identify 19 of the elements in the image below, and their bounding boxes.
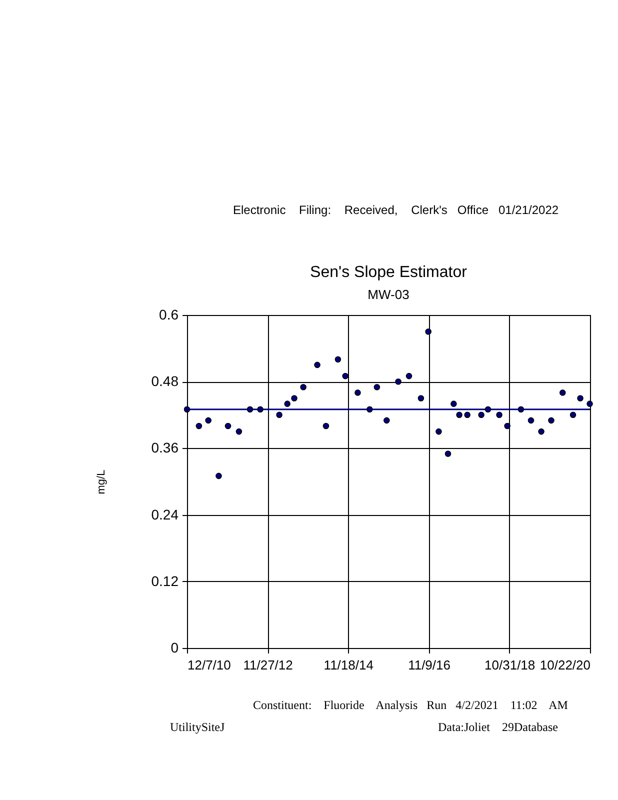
x-tick-label: 10/31/18 — [484, 658, 536, 672]
x-tick-label: 10/22/20 — [540, 658, 590, 672]
y-tick-label: 0.6 — [159, 306, 179, 322]
text: Data:Joliet 29Database — [438, 720, 558, 735]
chart-title: Sen's Slope Estimator — [310, 264, 468, 281]
x-tick-label: 12/7/10 — [188, 658, 231, 672]
text: Constituent: Fluoride Analysis Run 4/2/2021 11:02 AM — [253, 698, 568, 713]
x-tick-label: 11/27/12 — [243, 658, 293, 672]
y-tick-label: 0.24 — [151, 506, 179, 522]
chart-subtitle: MW-03 — [368, 287, 410, 302]
x-tick-label: 11/18/14 — [324, 658, 374, 672]
text: UtilitySiteJ — [170, 720, 225, 735]
y-tick-label: 0 — [170, 640, 179, 656]
text: Electronic Filing: Received, Clerk's Office 01/21/2022 — [233, 203, 559, 217]
y-tick-label: 0.12 — [151, 572, 179, 589]
y-tick-label: 0.48 — [151, 373, 179, 390]
y-tick-label: 0.36 — [151, 440, 179, 456]
y-axis-title: mg/L — [95, 470, 108, 494]
x-tick-label: 11/9/16 — [408, 658, 450, 672]
